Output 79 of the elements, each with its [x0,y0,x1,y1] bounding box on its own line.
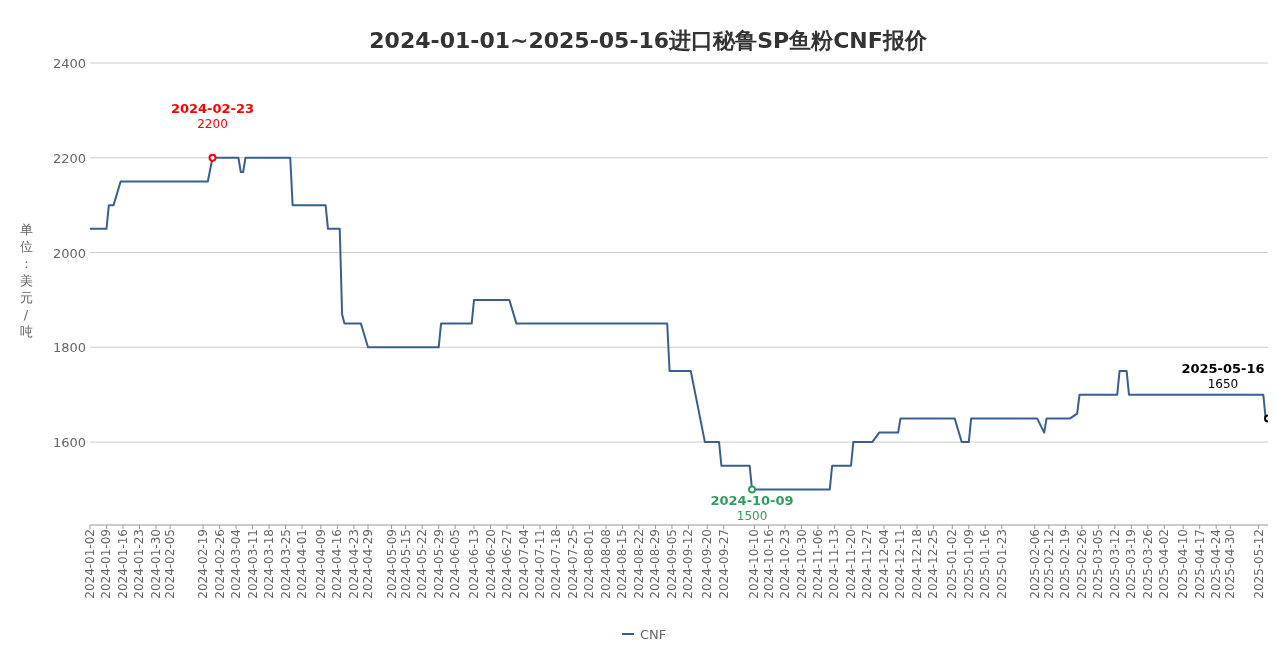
x-tick-label: 2025-04-10 [1176,529,1191,599]
x-tick-label: 2024-12-04 [876,529,891,599]
x-tick-label: 2025-01-09 [961,529,976,599]
x-tick-label: 2025-03-19 [1124,529,1139,599]
x-tick-label: 2025-01-16 [978,529,993,599]
x-tick-label: 2024-06-20 [483,529,498,599]
x-tick-label: 2024-03-04 [229,529,244,599]
x-tick-label: 2025-01-02 [945,529,960,599]
x-tick-label: 2024-10-23 [778,529,793,599]
x-tick-label: 2024-10-10 [747,529,762,599]
x-tick-label: 2024-09-12 [681,529,696,599]
x-tick-label: 2024-07-04 [516,529,531,599]
x-tick-label: 2024-01-30 [148,529,163,599]
x-tick-label: 2024-03-25 [278,529,293,599]
x-tick-label: 2025-02-19 [1058,529,1073,599]
x-tick-label: 2024-07-18 [549,529,564,599]
x-tick-label: 2024-09-20 [700,529,715,599]
x-tick-label: 2024-07-11 [533,529,547,599]
x-tick-label: 2024-01-16 [115,529,130,599]
y-tick-label: 2000 [52,245,86,261]
x-tick-label: 2024-10-16 [761,529,776,599]
x-tick-label: 2024-06-13 [467,529,482,599]
x-tick-label: 2024-01-02 [83,529,97,599]
x-tick-label: 2024-11-27 [860,529,875,599]
x-tick-label: 2024-05-15 [398,529,413,599]
x-tick-label: 2024-04-29 [361,529,376,599]
x-tick-label: 2025-01-23 [994,529,1009,599]
x-tick-label: 2024-08-15 [615,529,630,599]
x-tick-label: 2024-11-20 [843,529,858,599]
x-tick-label: 2024-10-30 [794,529,809,599]
x-tick-label: 2025-04-30 [1223,529,1238,599]
x-tick-label: 2025-02-26 [1074,529,1089,599]
x-tick-label: 2025-03-12 [1107,529,1122,599]
x-tick-label: 2024-08-01 [582,529,597,599]
y-tick-label: 2400 [52,56,86,71]
x-tick-label: 2024-05-22 [415,529,430,599]
chart-title: 2024-01-01~2025-05-16进口秘鲁SP鱼粉CNF报价 [369,28,928,53]
x-tick-label: 2024-04-16 [330,529,345,599]
annotation: 2024-10-09 1500 [710,493,794,524]
x-tick-label: 2024-02-19 [196,529,211,599]
annotation: 2024-02-23 2200 [170,100,255,131]
x-tick-label: 2024-08-29 [648,529,663,599]
x-tick-label: 2024-09-27 [716,529,731,599]
x-tick-label: 2025-02-12 [1041,529,1056,599]
x-tick-label: 2024-01-23 [132,529,147,599]
x-tick-label: 2024-07-25 [565,529,580,599]
x-tick-label: 2025-04-02 [1157,529,1172,599]
x-tick-label: 2024-05-29 [431,529,446,599]
y-tick-label: 1800 [52,340,86,356]
x-tick-label: 2024-06-27 [500,529,515,599]
x-tick-label: 2024-09-05 [664,529,679,599]
x-tick-label: 2025-02-06 [1027,529,1042,599]
x-tick-label: 2024-11-13 [827,529,842,599]
x-tick-label: 2024-06-05 [448,529,463,599]
x-tick-label: 2024-04-09 [313,529,328,599]
x-tick-label: 2024-08-22 [631,529,646,599]
x-tick-label: 2024-11-06 [811,529,825,599]
x-tick-label: 2024-02-05 [163,529,178,599]
x-tick-label: 2024-05-09 [384,529,399,599]
x-tick-label: 2025-05-12 [1251,529,1266,599]
x-tick-label: 2024-04-01 [295,529,310,599]
x-tick-label: 2024-02-26 [212,529,227,599]
x-tick-label: 2024-01-09 [99,529,114,599]
x-tick-label: 2024-03-11 [245,529,260,599]
y-tick-label: 2200 [52,150,86,166]
x-tick-label: 2024-08-08 [598,529,613,599]
legend-label: CNF [640,627,667,642]
annotation: 2025-05-16 1650 [1181,361,1265,392]
x-tick-label: 2024-12-18 [909,529,924,599]
x-tick-label: 2024-12-11 [893,529,908,599]
x-tick-label: 2024-03-18 [262,529,277,599]
x-tick-label: 2025-03-26 [1140,529,1155,599]
x-tick-label: 2025-03-05 [1091,529,1106,599]
y-axis-title: 单位：美元/吨 [19,222,33,339]
x-tick-label: 2025-04-24 [1209,529,1224,599]
x-tick-label: 2024-04-23 [346,529,361,599]
x-tick-label: 2025-04-17 [1192,529,1207,599]
x-tick-label: 2024-12-25 [926,529,941,599]
y-tick-label: 1600 [52,435,86,451]
